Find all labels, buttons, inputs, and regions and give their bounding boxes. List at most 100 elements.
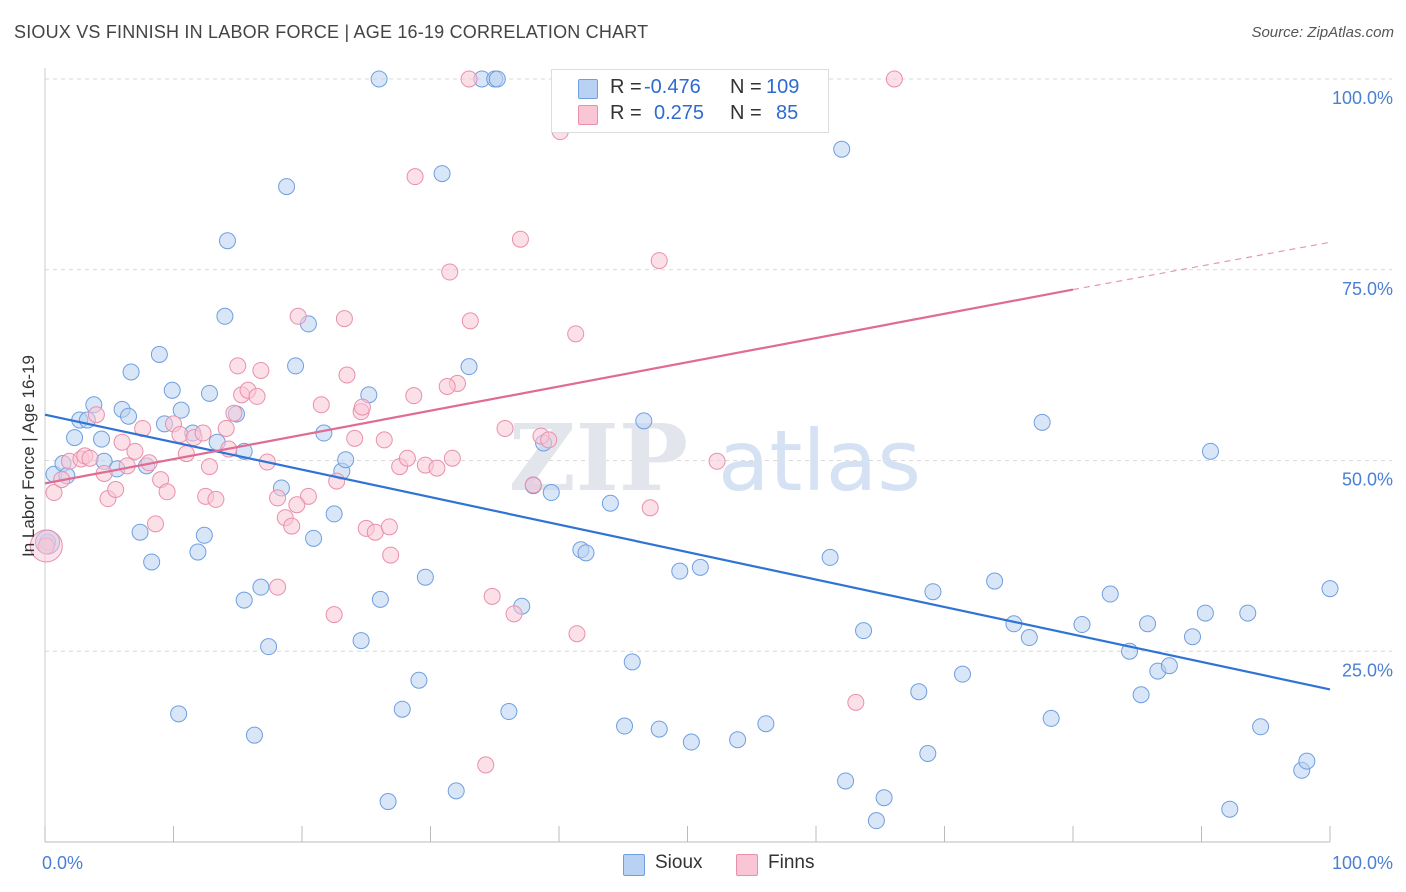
sioux-point	[410, 671, 428, 689]
sioux-point	[953, 665, 971, 683]
sioux-point	[218, 232, 236, 250]
sioux-point	[370, 70, 388, 88]
finns-point	[217, 419, 235, 437]
finns-point	[288, 496, 306, 514]
sioux-point	[120, 407, 138, 425]
sioux-point	[131, 523, 149, 541]
sioux-point	[352, 632, 370, 650]
sioux-point	[821, 548, 839, 566]
sioux-point	[287, 357, 305, 375]
sioux-point	[216, 307, 234, 325]
sioux-point	[650, 720, 668, 738]
sioux-point	[1160, 657, 1178, 675]
legend-swatch-sioux	[578, 79, 598, 99]
sioux-point	[910, 683, 928, 701]
finns-point	[524, 476, 542, 494]
finns-point	[229, 357, 247, 375]
finns-point	[641, 499, 659, 517]
sioux-point	[150, 345, 168, 363]
finns-point	[438, 377, 456, 395]
sioux-point	[837, 772, 855, 790]
sioux-point	[1196, 604, 1214, 622]
finns-point	[568, 625, 586, 643]
finns-point	[441, 263, 459, 281]
watermark-zip: ZIP	[509, 404, 688, 512]
sioux-point	[500, 703, 518, 721]
sioux-point	[371, 590, 389, 608]
bottom-legend-label-finns: Finns	[768, 852, 815, 873]
sioux-point	[245, 726, 263, 744]
grid	[45, 78, 1392, 652]
finns-point	[177, 445, 195, 463]
finns-point	[312, 396, 330, 414]
finns-point	[207, 490, 225, 508]
sioux-trend-line	[44, 413, 1331, 691]
y-tick-label: 50.0%	[1342, 470, 1393, 490]
finns-point	[511, 230, 529, 248]
x-tick-label: 0.0%	[42, 853, 83, 873]
sioux-point	[315, 424, 333, 442]
sioux-point	[1073, 616, 1091, 634]
finns-point	[398, 449, 416, 467]
sioux-point	[1132, 686, 1150, 704]
finns-point	[380, 518, 398, 536]
y-tick-label: 75.0%	[1342, 279, 1393, 299]
tick-labels: 25.0% 50.0% 75.0% 100.0% 0.0% 100.0%	[42, 88, 1393, 873]
watermark: ZIP atlas	[509, 404, 921, 512]
finns-point	[289, 307, 307, 325]
finns-point	[567, 325, 585, 343]
finns-point	[375, 431, 393, 449]
sioux-point	[416, 568, 434, 586]
finns-point	[225, 404, 243, 422]
finns-point	[338, 366, 356, 384]
sioux-point	[616, 717, 634, 735]
sioux-point	[875, 789, 893, 807]
finns-point	[428, 459, 446, 477]
finns-point	[650, 252, 668, 270]
finns-point	[200, 458, 218, 476]
finns-point	[194, 424, 212, 442]
legend-n-label: N =	[730, 76, 762, 98]
finns-point	[847, 693, 865, 711]
finns-point	[248, 387, 266, 405]
sioux-point	[488, 70, 506, 88]
sioux-point	[919, 744, 937, 762]
sioux-point	[1139, 615, 1157, 633]
finns-point	[382, 546, 400, 564]
finns-point	[126, 442, 144, 460]
finns-point	[107, 480, 125, 498]
sioux-point	[635, 412, 653, 430]
finns-point	[158, 483, 176, 501]
sioux-point	[337, 451, 355, 469]
sioux-point	[393, 700, 411, 718]
finns-point	[477, 756, 495, 774]
bottom-legend-swatch-finns	[736, 854, 758, 876]
finns-point	[325, 606, 343, 624]
bottom-legend-label-sioux: Sioux	[655, 852, 703, 873]
finns-point	[252, 361, 270, 379]
sioux-point	[122, 363, 140, 381]
y-tick-label: 25.0%	[1342, 660, 1393, 680]
sioux-point	[924, 583, 942, 601]
sioux-point	[200, 384, 218, 402]
sioux-point	[671, 562, 689, 580]
sioux-point	[867, 812, 885, 830]
sioux-point	[195, 526, 213, 544]
sioux-point	[235, 591, 253, 609]
finns-point	[45, 484, 63, 502]
finns-point	[460, 70, 478, 88]
finns-point	[353, 398, 371, 416]
finns-point	[81, 449, 99, 467]
sioux-point	[66, 429, 84, 447]
y-axis-label: In Labor Force | Age 16-19	[19, 355, 38, 557]
finns-point	[483, 587, 501, 605]
sioux-point	[172, 401, 190, 419]
legend: R = -0.476 N = 109 R = 0.275 N = 85	[551, 69, 829, 133]
finns-point	[885, 70, 903, 88]
sioux-point	[601, 494, 619, 512]
sioux-point	[1184, 628, 1202, 646]
sioux-point	[682, 733, 700, 751]
finns-point	[540, 431, 558, 449]
sioux-point	[163, 381, 181, 399]
